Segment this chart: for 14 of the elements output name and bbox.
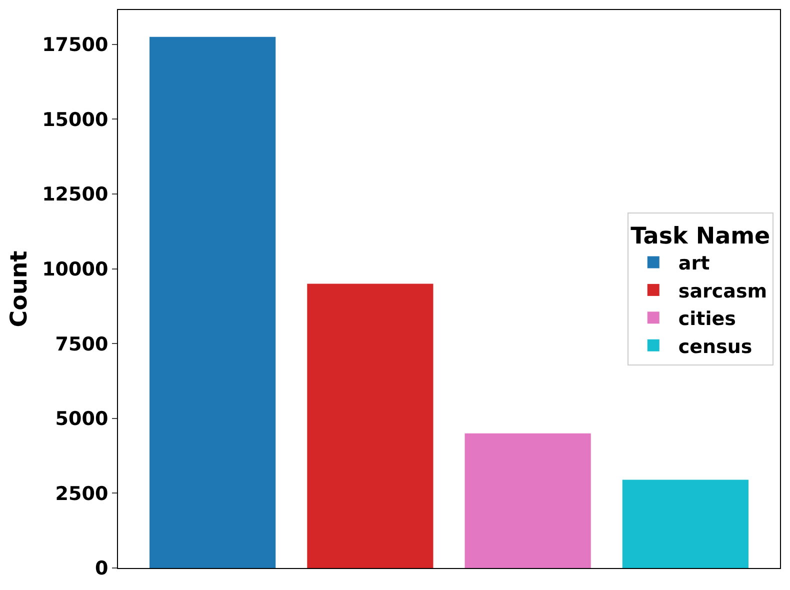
legend-label: art [678, 252, 710, 275]
legend-label: cities [678, 308, 736, 330]
legend-label: census [678, 336, 752, 358]
y-tick-label: 10000 [42, 258, 108, 280]
y-tick-label: 15000 [42, 108, 108, 131]
y-tick-label: 17500 [42, 34, 108, 56]
y-tick-label: 7500 [55, 333, 108, 356]
y-tick-label: 0 [94, 558, 108, 580]
legend-title: Task Name [630, 223, 770, 250]
y-axis-title: Count [6, 250, 33, 328]
y-tick-label: 5000 [55, 408, 108, 430]
y-tick-label: 2500 [55, 482, 108, 505]
y-tick-label: 12500 [42, 184, 108, 206]
legend-label: sarcasm [678, 280, 768, 302]
